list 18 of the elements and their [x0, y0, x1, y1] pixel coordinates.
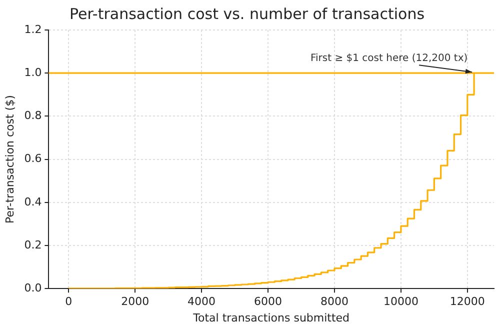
x-tick-label: 2000	[121, 295, 150, 308]
y-tick-label: 1.0	[24, 66, 42, 79]
y-axis-title: Per-transaction cost ($)	[3, 95, 16, 224]
x-tick-label: 6000	[254, 295, 282, 308]
y-tick-label: 0.2	[24, 238, 42, 252]
y-tick-label: 1.2	[24, 22, 42, 36]
y-tick-label: 0.4	[24, 195, 42, 208]
y-tick-label: 0.0	[24, 281, 42, 294]
x-axis-title: Total transactions submitted	[192, 311, 350, 324]
x-tick-label: 12000	[450, 295, 485, 308]
x-tick-label: 4000	[188, 295, 216, 308]
y-tick-label: 0.6	[24, 152, 42, 166]
x-tick-label: 8000	[320, 295, 348, 308]
chart-title: Per-transaction cost vs. number of transactions	[69, 4, 425, 23]
x-tick-label: 0	[65, 295, 72, 308]
y-tick-label: 0.8	[24, 109, 42, 122]
annotation: First ≥ $1 cost here (12,200 tx)	[310, 53, 468, 64]
x-tick-label: 10000	[383, 295, 418, 308]
